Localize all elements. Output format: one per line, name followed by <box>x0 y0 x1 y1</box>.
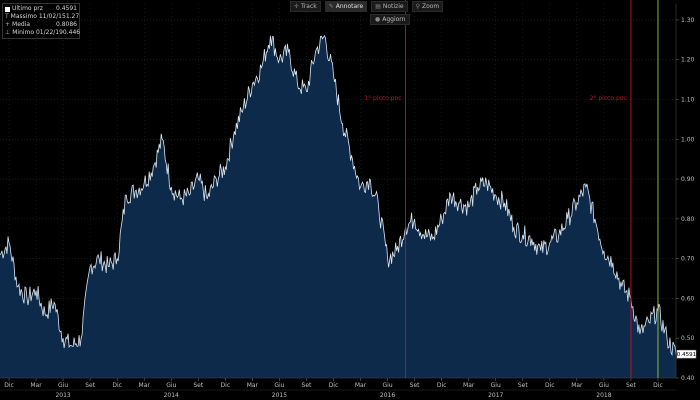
x-tick-label-18: Giu <box>491 382 501 389</box>
x-tick-label-11: Set <box>302 382 313 389</box>
x-tick-label-23: Set <box>626 382 637 389</box>
price-line <box>0 35 677 357</box>
track-button[interactable]: ✛ Track <box>290 1 321 12</box>
last-value-label: 0.4591 <box>677 352 696 358</box>
y-tick-label-1: 0.50 <box>681 335 695 342</box>
y-tick-label-7: 1.10 <box>681 96 695 103</box>
y-tick-label-4: 0.80 <box>681 216 695 223</box>
x-year-label-4: 2017 <box>488 392 503 399</box>
y-tick-label-5: 0.90 <box>681 176 695 183</box>
last-swatch-icon <box>5 6 10 12</box>
x-tick-label-10: Giu <box>274 382 284 389</box>
price-area <box>0 35 676 379</box>
y-tick-label-2: 0.60 <box>681 295 695 302</box>
news-icon: ▤ <box>375 3 381 10</box>
x-tick-label-14: Giu <box>383 382 393 389</box>
last-value-box <box>676 349 697 359</box>
x-year-label-2: 2015 <box>272 392 287 399</box>
x-tick-label-22: Giu <box>599 382 609 389</box>
y-tick-label-6: 1.00 <box>681 136 695 143</box>
x-year-label-5: 2018 <box>596 392 611 399</box>
legend-box: Ultimo prz 0.4591 T Massimo 11/02/15 1.27… <box>2 3 80 39</box>
y-tick-label-9: 1.30 <box>681 17 695 24</box>
x-tick-label-3: Set <box>85 382 96 389</box>
x-tick-label-2: Giu <box>58 382 68 389</box>
x-tick-label-13: Mar <box>355 382 367 389</box>
x-year-label-0: 2013 <box>55 392 70 399</box>
zoom-button[interactable]: ⚲ Zoom <box>411 1 444 12</box>
x-year-label-3: 2016 <box>380 392 395 399</box>
x-year-label-1: 2014 <box>164 392 179 399</box>
x-tick-label-19: Set <box>518 382 529 389</box>
annotation-label-0: 1° picco pnc <box>364 95 401 102</box>
y-tick-label-0: 0.40 <box>681 375 695 382</box>
x-tick-label-8: Dic <box>221 382 231 389</box>
annotate-button[interactable]: ✎ Annotare <box>324 1 368 12</box>
last-value-tag: 0.4591 <box>676 349 697 359</box>
y-tick-label-8: 1.20 <box>681 57 695 64</box>
x-tick-label-15: Set <box>410 382 421 389</box>
x-tick-label-21: Mar <box>571 382 583 389</box>
x-tick-label-9: Mar <box>247 382 259 389</box>
x-tick-label-5: Mar <box>139 382 151 389</box>
x-tick-label-12: Dic <box>329 382 339 389</box>
x-tick-label-1: Mar <box>30 382 42 389</box>
x-tick-label-16: Dic <box>437 382 447 389</box>
crosshair-icon: ✛ <box>294 3 300 10</box>
y-axis: 0.40 0.50 0.60 0.70 0.80 0.90 1.00 1.10 1.20 1.30 <box>675 4 695 382</box>
legend-row-min: ⊥ Minimo 01/22/19 0.446 <box>5 29 81 36</box>
chart-toolbar: ✛ Track ✎ Annotare ▤ Notizie ⚲ Zoom <box>290 1 444 12</box>
x-tick-label-4: Dic <box>112 382 122 389</box>
refresh-icon: ● <box>375 16 381 23</box>
pencil-icon: ✎ <box>328 3 334 10</box>
legend-row-last: Ultimo prz 0.4591 <box>5 5 77 13</box>
legend-row-max: T Massimo 11/02/15 1.27 <box>5 13 80 20</box>
x-tick-label-6: Giu <box>166 382 176 389</box>
x-tick-label-0: Dic <box>4 382 14 389</box>
annotation-label-1: 2° picco pnc <box>590 95 627 102</box>
news-button[interactable]: ▤ Notizie <box>371 1 408 12</box>
annotation-lines: 1° picco pnc 2° picco pnc <box>364 0 659 378</box>
x-tick-label-24: Dic <box>653 382 663 389</box>
x-tick-label-20: Dic <box>545 382 555 389</box>
magnifier-icon: ⚲ <box>415 3 420 10</box>
x-axis: Dic Mar Giu Set Dic Mar Giu Set Dic Mar Giu Set Dic M… <box>0 377 676 399</box>
legend-row-mean: + Media 0.8086 <box>5 21 77 28</box>
y-tick-label-3: 0.70 <box>681 256 695 263</box>
x-tick-label-17: Mar <box>463 382 475 389</box>
x-tick-label-7: Set <box>193 382 204 389</box>
refresh-button[interactable]: ● Aggiorn <box>370 14 411 25</box>
